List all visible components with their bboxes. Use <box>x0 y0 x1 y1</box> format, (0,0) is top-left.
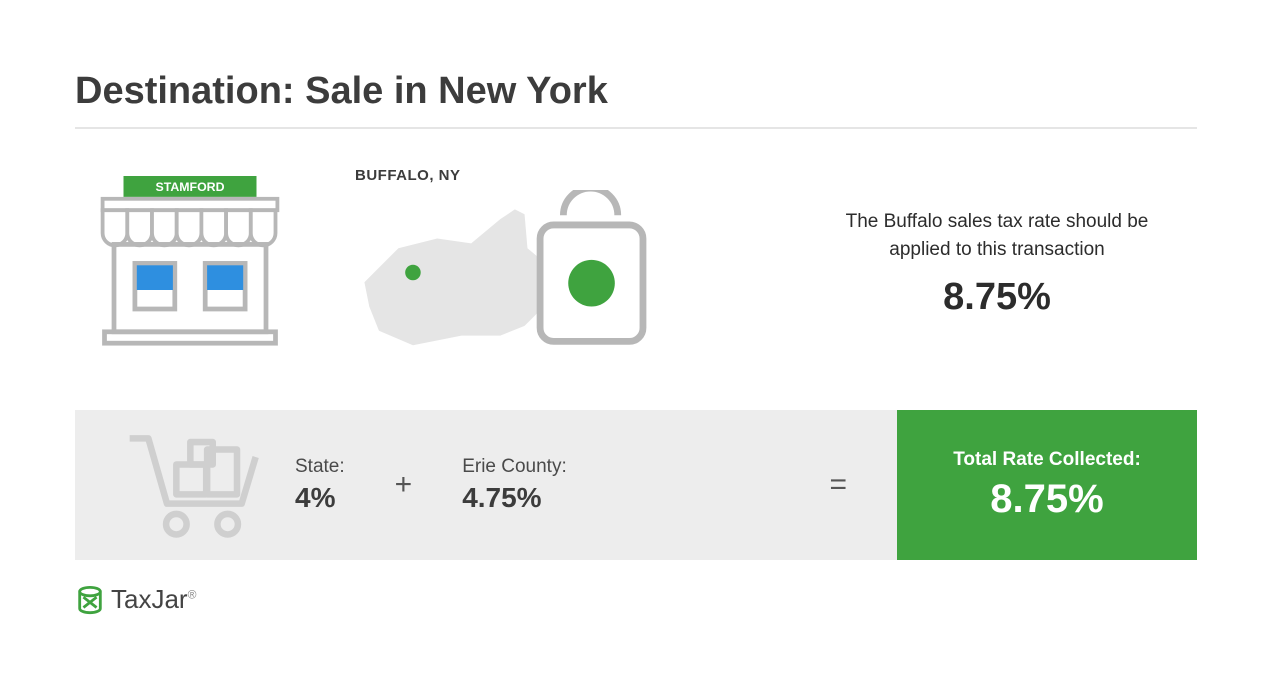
store-icon: STAMFORD <box>95 176 285 347</box>
state-rate-label: State: <box>295 456 345 478</box>
equals-operator: = <box>809 468 867 502</box>
destination-illustration: BUFFALO, NY <box>345 167 777 360</box>
county-rate: Erie County: 4.75% <box>462 456 567 514</box>
store-sign-text: STAMFORD <box>155 180 224 194</box>
top-row: STAMFORD BUFF <box>75 167 1197 360</box>
total-rate-panel: Total Rate Collected: 8.75% <box>897 410 1197 560</box>
cart-icon <box>125 429 265 541</box>
city-label: BUFFALO, NY <box>355 167 675 184</box>
store-illustration: STAMFORD <box>95 176 305 352</box>
rate-value: 8.75% <box>817 276 1177 319</box>
map-bag-icon <box>345 190 675 355</box>
rate-description: The Buffalo sales tax rate should be app… <box>817 208 1177 263</box>
page-title: Destination: Sale in New York <box>75 70 1197 129</box>
state-rate: State: 4% <box>295 456 345 514</box>
county-rate-value: 4.75% <box>462 482 567 514</box>
county-rate-label: Erie County: <box>462 456 567 478</box>
taxjar-icon <box>75 585 105 615</box>
calc-left: State: 4% + Erie County: 4.75% = <box>75 410 897 560</box>
plus-operator: + <box>375 468 433 502</box>
brand-logo: TaxJar® <box>75 584 1197 615</box>
total-rate-label: Total Rate Collected: <box>953 449 1141 471</box>
rate-summary: The Buffalo sales tax rate should be app… <box>817 208 1177 318</box>
calculation-bar: State: 4% + Erie County: 4.75% = Total R… <box>75 410 1197 560</box>
total-rate-value: 8.75% <box>990 477 1103 522</box>
state-rate-value: 4% <box>295 482 345 514</box>
brand-name: TaxJar® <box>111 584 196 615</box>
